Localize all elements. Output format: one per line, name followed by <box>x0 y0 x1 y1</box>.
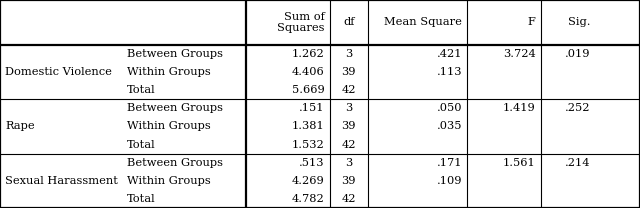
Text: 42: 42 <box>342 194 356 204</box>
Text: 4.269: 4.269 <box>292 176 324 186</box>
Text: Mean Square: Mean Square <box>384 17 462 27</box>
Text: Between Groups: Between Groups <box>127 158 223 168</box>
Text: 1.419: 1.419 <box>503 103 536 113</box>
Text: .214: .214 <box>564 158 590 168</box>
Text: 42: 42 <box>342 140 356 150</box>
Text: 3: 3 <box>345 49 353 59</box>
Text: Sexual Harassment: Sexual Harassment <box>5 176 118 186</box>
Text: Sum of
Squares: Sum of Squares <box>277 12 324 33</box>
Text: 4.782: 4.782 <box>292 194 324 204</box>
Text: 39: 39 <box>342 67 356 77</box>
Text: Domestic Violence: Domestic Violence <box>5 67 112 77</box>
Text: .513: .513 <box>299 158 324 168</box>
Text: Total: Total <box>127 140 156 150</box>
Text: .050: .050 <box>436 103 462 113</box>
Text: 1.532: 1.532 <box>292 140 324 150</box>
Text: 1.381: 1.381 <box>292 121 324 131</box>
Text: 3.724: 3.724 <box>503 49 536 59</box>
Text: .019: .019 <box>564 49 590 59</box>
Text: F: F <box>528 17 536 27</box>
Text: 3: 3 <box>345 103 353 113</box>
Text: 42: 42 <box>342 85 356 95</box>
Text: 1.262: 1.262 <box>292 49 324 59</box>
Text: Between Groups: Between Groups <box>127 49 223 59</box>
Text: .113: .113 <box>436 67 462 77</box>
Text: 3: 3 <box>345 158 353 168</box>
Text: .252: .252 <box>564 103 590 113</box>
Text: df: df <box>343 17 355 27</box>
Text: Between Groups: Between Groups <box>127 103 223 113</box>
Text: 39: 39 <box>342 176 356 186</box>
Text: 4.406: 4.406 <box>292 67 324 77</box>
Text: 39: 39 <box>342 121 356 131</box>
Text: Within Groups: Within Groups <box>127 67 211 77</box>
Text: Within Groups: Within Groups <box>127 121 211 131</box>
Text: Within Groups: Within Groups <box>127 176 211 186</box>
Text: Total: Total <box>127 85 156 95</box>
Text: 1.561: 1.561 <box>503 158 536 168</box>
Text: .421: .421 <box>436 49 462 59</box>
Text: Sig.: Sig. <box>568 17 590 27</box>
Text: .171: .171 <box>436 158 462 168</box>
Text: .035: .035 <box>436 121 462 131</box>
Text: Rape: Rape <box>5 121 35 131</box>
Text: .109: .109 <box>436 176 462 186</box>
Text: 5.669: 5.669 <box>292 85 324 95</box>
Text: .151: .151 <box>299 103 324 113</box>
Text: Total: Total <box>127 194 156 204</box>
